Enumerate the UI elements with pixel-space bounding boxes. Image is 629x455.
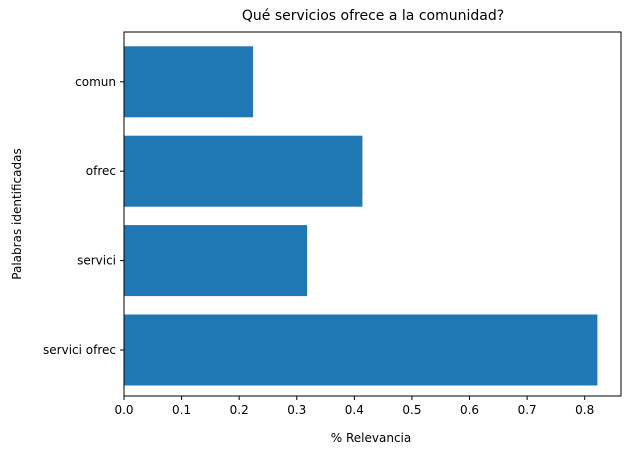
chart-title: Qué servicios ofrece a la comunidad? xyxy=(242,8,504,24)
y-tick-label: ofrec xyxy=(86,164,116,178)
x-tick-label: 0.7 xyxy=(518,403,537,417)
x-axis-label: % Relevancia xyxy=(331,431,411,445)
bar-ofrec xyxy=(124,135,363,207)
x-tick-label: 0.0 xyxy=(114,403,133,417)
x-tick-label: 0.1 xyxy=(172,403,191,417)
bars-group xyxy=(124,46,598,386)
y-axis-ticks: servici ofrec servici ofrec comun xyxy=(43,75,124,357)
y-tick-label: servici xyxy=(77,254,116,268)
bar-servici-ofrec xyxy=(124,314,598,386)
y-tick-label: comun xyxy=(75,75,116,89)
x-tick-label: 0.8 xyxy=(575,403,594,417)
x-tick-label: 0.3 xyxy=(287,403,306,417)
y-axis-label: Palabras identificadas xyxy=(10,148,24,279)
x-tick-label: 0.5 xyxy=(402,403,421,417)
x-axis-ticks: 0.0 0.1 0.2 0.3 0.4 0.5 0.6 0.7 0.8 xyxy=(114,396,594,417)
bar-servici xyxy=(124,225,308,297)
x-tick-label: 0.4 xyxy=(345,403,364,417)
plot-frame xyxy=(123,31,622,397)
y-tick-label: servici ofrec xyxy=(43,343,116,357)
x-tick-label: 0.6 xyxy=(460,403,479,417)
bar-comun xyxy=(124,46,254,118)
x-tick-label: 0.2 xyxy=(230,403,249,417)
